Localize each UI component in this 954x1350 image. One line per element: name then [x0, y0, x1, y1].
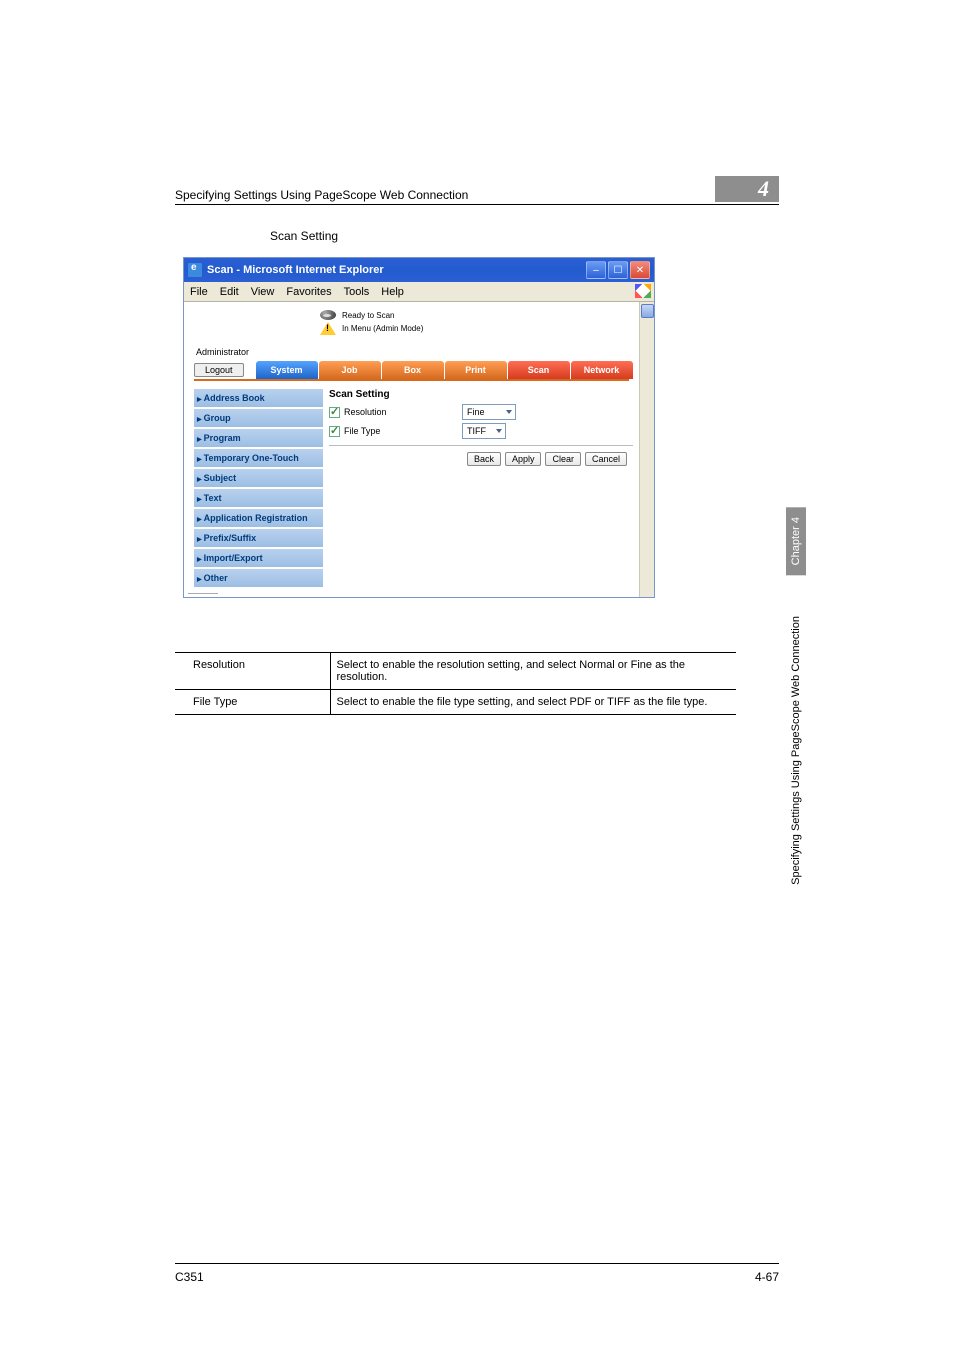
content-pane: Scan Setting Resolution Fine File Ty	[329, 389, 633, 588]
window-title: Scan - Microsoft Internet Explorer	[207, 264, 586, 276]
footer-left: C351	[175, 1270, 204, 1284]
clear-button[interactable]: Clear	[545, 452, 581, 466]
apply-button[interactable]: Apply	[505, 452, 542, 466]
table-row: File Type Select to enable the file type…	[175, 690, 736, 715]
tab-job[interactable]: Job	[319, 361, 381, 379]
table-key: File Type	[175, 690, 330, 715]
menu-help[interactable]: Help	[381, 286, 404, 298]
resolution-checkbox[interactable]	[329, 407, 340, 418]
scroll-thumb[interactable]	[641, 304, 654, 318]
minimize-button[interactable]: –	[586, 261, 606, 279]
sidebar-item-prefix-suffix[interactable]: Prefix/Suffix	[194, 529, 323, 548]
table-row: Resolution Select to enable the resoluti…	[175, 653, 736, 690]
status-ready: Ready to Scan	[342, 311, 394, 320]
tab-print[interactable]: Print	[445, 361, 507, 379]
menu-file[interactable]: File	[190, 286, 208, 298]
sidebar-item-application-registration[interactable]: Application Registration	[194, 509, 323, 528]
browser-window: Scan - Microsoft Internet Explorer – ☐ ✕…	[183, 257, 655, 598]
tab-system[interactable]: System	[256, 361, 318, 379]
back-button[interactable]: Back	[467, 452, 501, 466]
nav-tabs: System Job Box Print Scan Network	[256, 361, 633, 379]
pane-title: Scan Setting	[329, 389, 633, 400]
table-val: Select to enable the file type setting, …	[330, 690, 736, 715]
menubar: File Edit View Favorites Tools Help	[184, 282, 654, 302]
sidebar-item-group[interactable]: Group	[194, 409, 323, 428]
menu-favorites[interactable]: Favorites	[286, 286, 331, 298]
warning-icon	[320, 322, 336, 335]
sidebar-item-other[interactable]: Other	[194, 569, 323, 588]
header-rule	[175, 204, 779, 205]
page-header: Specifying Settings Using PageScope Web …	[175, 188, 468, 202]
menu-tools[interactable]: Tools	[344, 286, 370, 298]
resolution-checkbox-label[interactable]: Resolution	[329, 407, 459, 418]
tab-divider	[194, 379, 629, 381]
sidebar-item-program[interactable]: Program	[194, 429, 323, 448]
table-key: Resolution	[175, 653, 330, 690]
section-title: Scan Setting	[270, 229, 779, 243]
footer-right: 4-67	[755, 1270, 779, 1284]
resolution-select[interactable]: Fine	[462, 404, 516, 420]
close-button[interactable]: ✕	[630, 261, 650, 279]
scrollbar[interactable]	[639, 302, 654, 597]
ie-icon	[188, 263, 202, 277]
status-menu: In Menu (Admin Mode)	[342, 324, 423, 333]
pane-divider	[329, 445, 633, 446]
administrator-label: Administrator	[196, 347, 633, 357]
tab-network[interactable]: Network	[571, 361, 633, 379]
filetype-checkbox-label[interactable]: File Type	[329, 426, 459, 437]
windows-flag-icon	[635, 284, 651, 298]
tab-scan[interactable]: Scan	[508, 361, 570, 379]
sidebar-item-temporary-one-touch[interactable]: Temporary One-Touch	[194, 449, 323, 468]
sidebar-item-text[interactable]: Text	[194, 489, 323, 508]
sidebar-item-subject[interactable]: Subject	[194, 469, 323, 488]
sidebar-item-address-book[interactable]: Address Book	[194, 389, 323, 408]
menu-view[interactable]: View	[251, 286, 275, 298]
footer-rule	[175, 1263, 779, 1264]
bottom-rule	[188, 593, 218, 594]
side-chapter-tab: Chapter 4	[786, 507, 806, 575]
filetype-label: File Type	[344, 426, 380, 436]
menu-edit[interactable]: Edit	[220, 286, 239, 298]
sidebar: Address Book Group Program Temporary One…	[194, 389, 323, 588]
titlebar: Scan - Microsoft Internet Explorer – ☐ ✕	[184, 258, 654, 282]
side-section-label: Specifying Settings Using PageScope Web …	[790, 616, 802, 885]
filetype-checkbox[interactable]	[329, 426, 340, 437]
maximize-button[interactable]: ☐	[608, 261, 628, 279]
filetype-select[interactable]: TIFF	[462, 423, 506, 439]
cancel-button[interactable]: Cancel	[585, 452, 627, 466]
logout-button[interactable]: Logout	[194, 363, 244, 377]
table-val: Select to enable the resolution setting,…	[330, 653, 736, 690]
resolution-label: Resolution	[344, 407, 387, 417]
chapter-badge: 4	[715, 176, 779, 202]
disk-icon	[320, 310, 336, 320]
tab-box[interactable]: Box	[382, 361, 444, 379]
sidebar-item-import-export[interactable]: Import/Export	[194, 549, 323, 568]
description-table: Resolution Select to enable the resoluti…	[175, 652, 736, 715]
